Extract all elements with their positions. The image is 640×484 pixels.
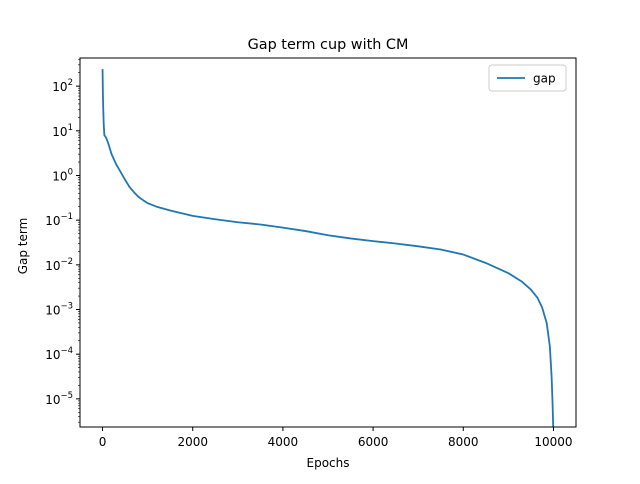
- y-tick-label: 100: [52, 167, 73, 183]
- chart-title: Gap term cup with CM: [248, 37, 409, 53]
- series-line-gap: [101, 69, 555, 427]
- legend-label: gap: [533, 72, 556, 86]
- x-axis-label: Epochs: [307, 456, 350, 470]
- x-tick-label: 4000: [268, 435, 299, 449]
- y-tick-label: 10−2: [45, 257, 73, 273]
- y-tick-label: 10−3: [45, 302, 73, 318]
- legend-box: [488, 64, 567, 92]
- x-tick-label: 0: [99, 435, 107, 449]
- x-tick-label: 6000: [358, 435, 389, 449]
- y-tick-label: 10−1: [45, 212, 73, 228]
- y-tick-label: 10−4: [45, 346, 73, 362]
- legend: gap: [488, 64, 567, 92]
- y-axis-label: Gap term: [16, 218, 30, 275]
- y-tick-label: 101: [52, 123, 73, 139]
- y-tick-label: 102: [52, 78, 73, 94]
- x-tick-label: 2000: [177, 435, 208, 449]
- y-tick-label: 10−5: [45, 391, 73, 407]
- axes-frame: [79, 57, 577, 428]
- x-tick-label: 8000: [448, 435, 479, 449]
- plot-area: 0 2000 4000 6000 8000 10000 102 101 100 10−1 10−2 1…: [45, 57, 577, 449]
- x-tick-label: 10000: [534, 435, 572, 449]
